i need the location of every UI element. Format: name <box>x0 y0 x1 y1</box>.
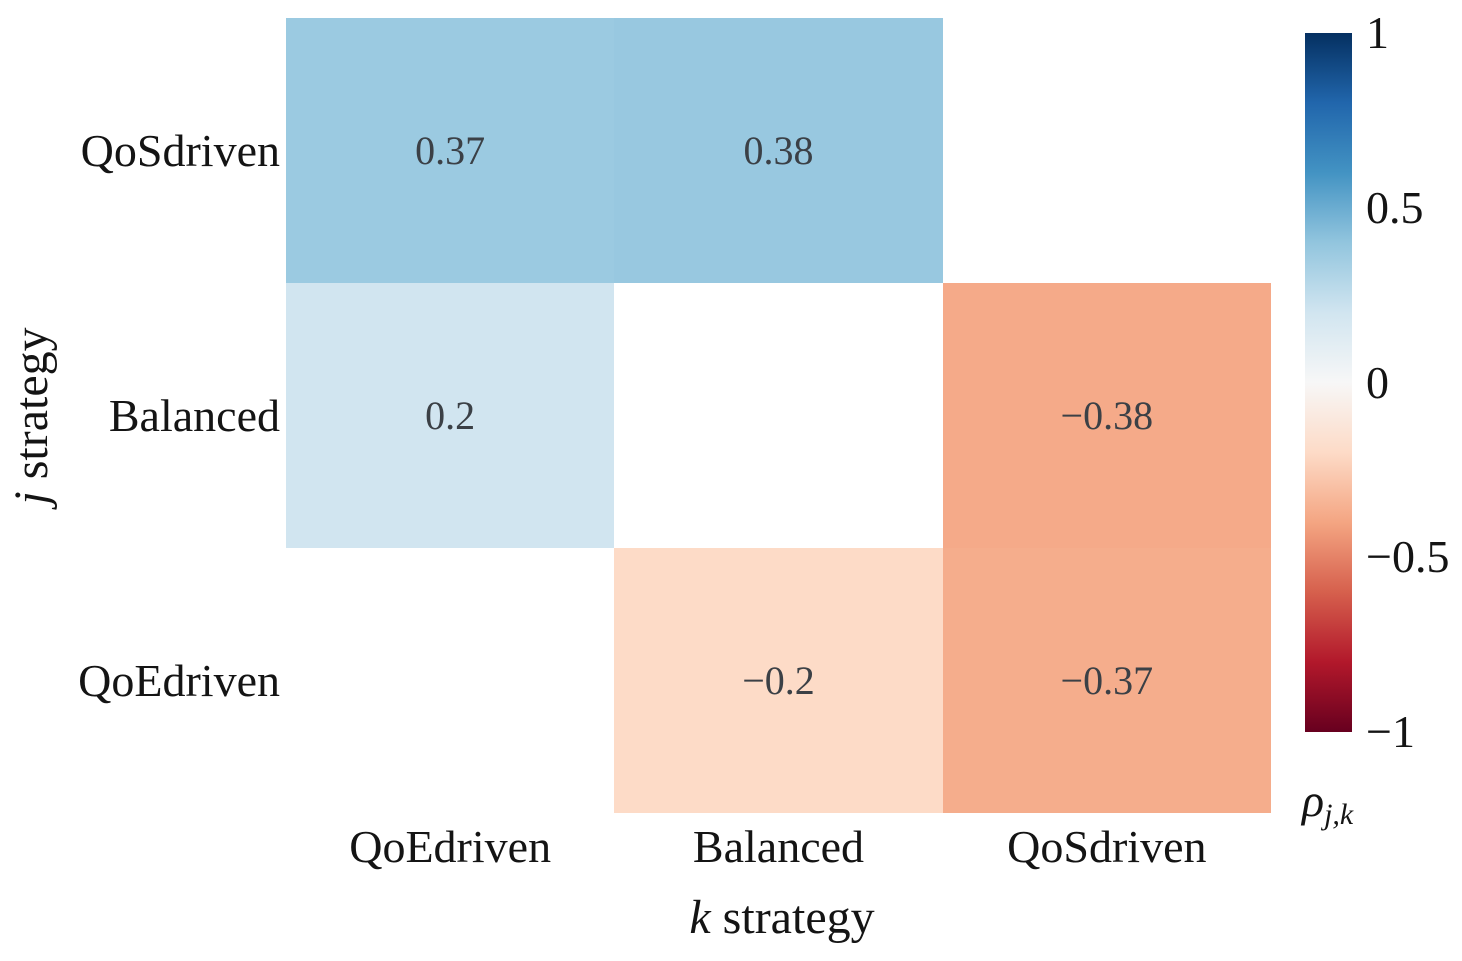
heatmap-cell-QoSdriven-QoSdriven <box>942 18 1271 283</box>
colorbar-tick-label-−1: −1 <box>1366 706 1415 757</box>
colorbar <box>1305 33 1352 732</box>
cell-value: 0.2 <box>425 392 476 438</box>
x-axis-label-text: strategy <box>710 891 875 944</box>
cell-value: −0.38 <box>1060 392 1154 438</box>
colorbar-tick-label-0: 0 <box>1366 356 1389 408</box>
x-axis-label-variable: k <box>689 891 711 944</box>
x-tick-label-QoEdriven: QoEdriven <box>349 821 552 872</box>
heatmap-cell-QoEdriven-QoEdriven <box>286 548 615 813</box>
heatmap-cell-QoSdriven-QoEdriven: 0.37 <box>286 18 615 283</box>
colorbar-tick-label-−0.5: −0.5 <box>1366 531 1450 583</box>
x-tick-label-Balanced: Balanced <box>692 821 865 872</box>
x-axis-label: k strategy <box>689 894 874 942</box>
heatmap-cell-QoEdriven-QoSdriven: −0.37 <box>942 548 1271 813</box>
y-axis-label-text: strategy <box>5 327 58 492</box>
x-tick-label-QoSdriven: QoSdriven <box>1007 821 1207 872</box>
y-axis-label: j strategy <box>5 327 58 505</box>
y-tick-label-Balanced: Balanced <box>108 389 280 441</box>
colorbar-tick-label-1: 1 <box>1366 7 1389 58</box>
y-tick-label-QoSdriven: QoSdriven <box>80 124 280 176</box>
heatmap-cell-Balanced-QoEdriven: 0.2 <box>286 283 615 548</box>
cell-value: 0.37 <box>415 127 486 173</box>
cell-value: 0.38 <box>743 127 814 173</box>
y-tick-label-QoEdriven: QoEdriven <box>78 654 280 706</box>
colorbar-label-subscript: j,k <box>1324 797 1354 831</box>
colorbar-label: ρj,k <box>1302 775 1353 830</box>
heatmap-cell-QoEdriven-Balanced: −0.2 <box>614 548 943 813</box>
y-axis-label-variable: j <box>5 491 58 505</box>
heatmap-cell-Balanced-QoSdriven: −0.38 <box>942 283 1271 548</box>
heatmap-cell-QoSdriven-Balanced: 0.38 <box>614 18 943 283</box>
heatmap-cell-Balanced-Balanced <box>614 283 943 548</box>
cell-value: −0.2 <box>742 657 815 703</box>
colorbar-label-symbol: ρ <box>1302 775 1325 826</box>
colorbar-tick-label-0.5: 0.5 <box>1366 181 1424 233</box>
cell-value: −0.37 <box>1060 657 1154 703</box>
